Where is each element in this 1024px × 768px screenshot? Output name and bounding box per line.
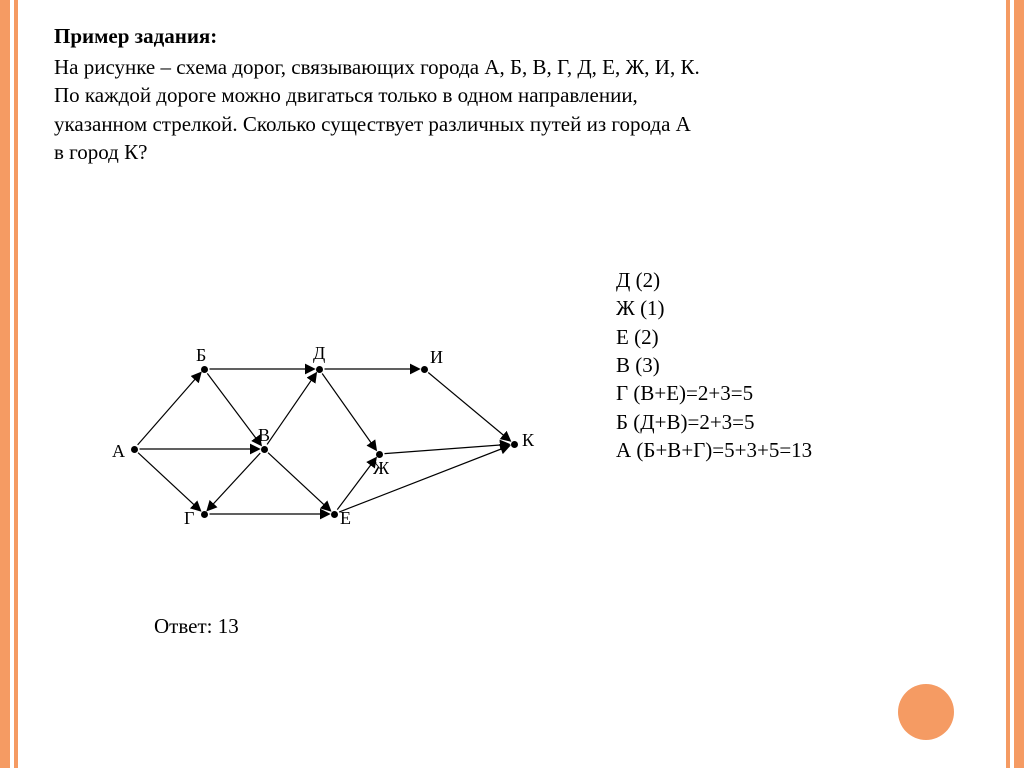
prompt-line: На рисунке – схема дорог, связывающих го… bbox=[54, 53, 970, 81]
graph-edge bbox=[268, 453, 330, 511]
node-label: Е bbox=[340, 508, 351, 529]
slide-content: Пример задания: На рисунке – схема дорог… bbox=[54, 24, 970, 744]
node-label: Д bbox=[313, 343, 325, 364]
node-label: А bbox=[112, 441, 125, 462]
solution-line: Ж (1) bbox=[616, 294, 812, 322]
solution-line: Д (2) bbox=[616, 266, 812, 294]
task-prompt: На рисунке – схема дорог, связывающих го… bbox=[54, 53, 970, 166]
graph-edge bbox=[267, 374, 316, 445]
prompt-line: в город К? bbox=[54, 138, 970, 166]
right-stripe-inner bbox=[1006, 0, 1010, 768]
graph-edge bbox=[322, 373, 376, 449]
node-dot bbox=[131, 446, 138, 453]
node-label: Б bbox=[196, 345, 206, 366]
right-stripe-outer bbox=[1014, 0, 1024, 768]
node-label: Ж bbox=[373, 458, 389, 479]
solution-line: Е (2) bbox=[616, 323, 812, 351]
graph-edge bbox=[428, 373, 510, 441]
solution-line: Г (В+Е)=2+3=5 bbox=[616, 379, 812, 407]
node-dot bbox=[316, 366, 323, 373]
graph-edge bbox=[208, 453, 261, 510]
node-dot bbox=[261, 446, 268, 453]
node-label: И bbox=[430, 347, 443, 368]
node-dot bbox=[511, 441, 518, 448]
task-title: Пример задания: bbox=[54, 24, 970, 49]
node-dot bbox=[421, 366, 428, 373]
graph-edge bbox=[337, 458, 375, 509]
solution-line: В (3) bbox=[616, 351, 812, 379]
graph-edge bbox=[384, 444, 508, 453]
final-answer: Ответ: 13 bbox=[154, 614, 239, 639]
node-dot bbox=[201, 366, 208, 373]
node-label: В bbox=[258, 425, 270, 446]
node-dot bbox=[376, 451, 383, 458]
solution-line: А (Б+В+Г)=5+3+5=13 bbox=[616, 436, 812, 464]
graph-edge bbox=[339, 446, 509, 512]
node-label: К bbox=[522, 430, 534, 451]
decorative-circle-icon bbox=[898, 684, 954, 740]
node-label: Г bbox=[184, 508, 194, 529]
solution-line: Б (Д+В)=2+3=5 bbox=[616, 408, 812, 436]
left-stripe-outer bbox=[0, 0, 10, 768]
prompt-line: По каждой дороге можно двигаться только … bbox=[54, 81, 970, 109]
graph-edge bbox=[207, 373, 260, 444]
roads-graph: А Б В Г Д Е Ж И К bbox=[84, 304, 544, 564]
graph-edge bbox=[138, 453, 200, 511]
prompt-line: указанном стрелкой. Сколько существует р… bbox=[54, 110, 970, 138]
node-dot bbox=[331, 511, 338, 518]
node-dot bbox=[201, 511, 208, 518]
solution-steps: Д (2)Ж (1)Е (2)В (3)Г (В+Е)=2+3=5Б (Д+В)… bbox=[616, 266, 812, 464]
graph-edge bbox=[138, 373, 201, 445]
left-stripe-inner bbox=[14, 0, 18, 768]
